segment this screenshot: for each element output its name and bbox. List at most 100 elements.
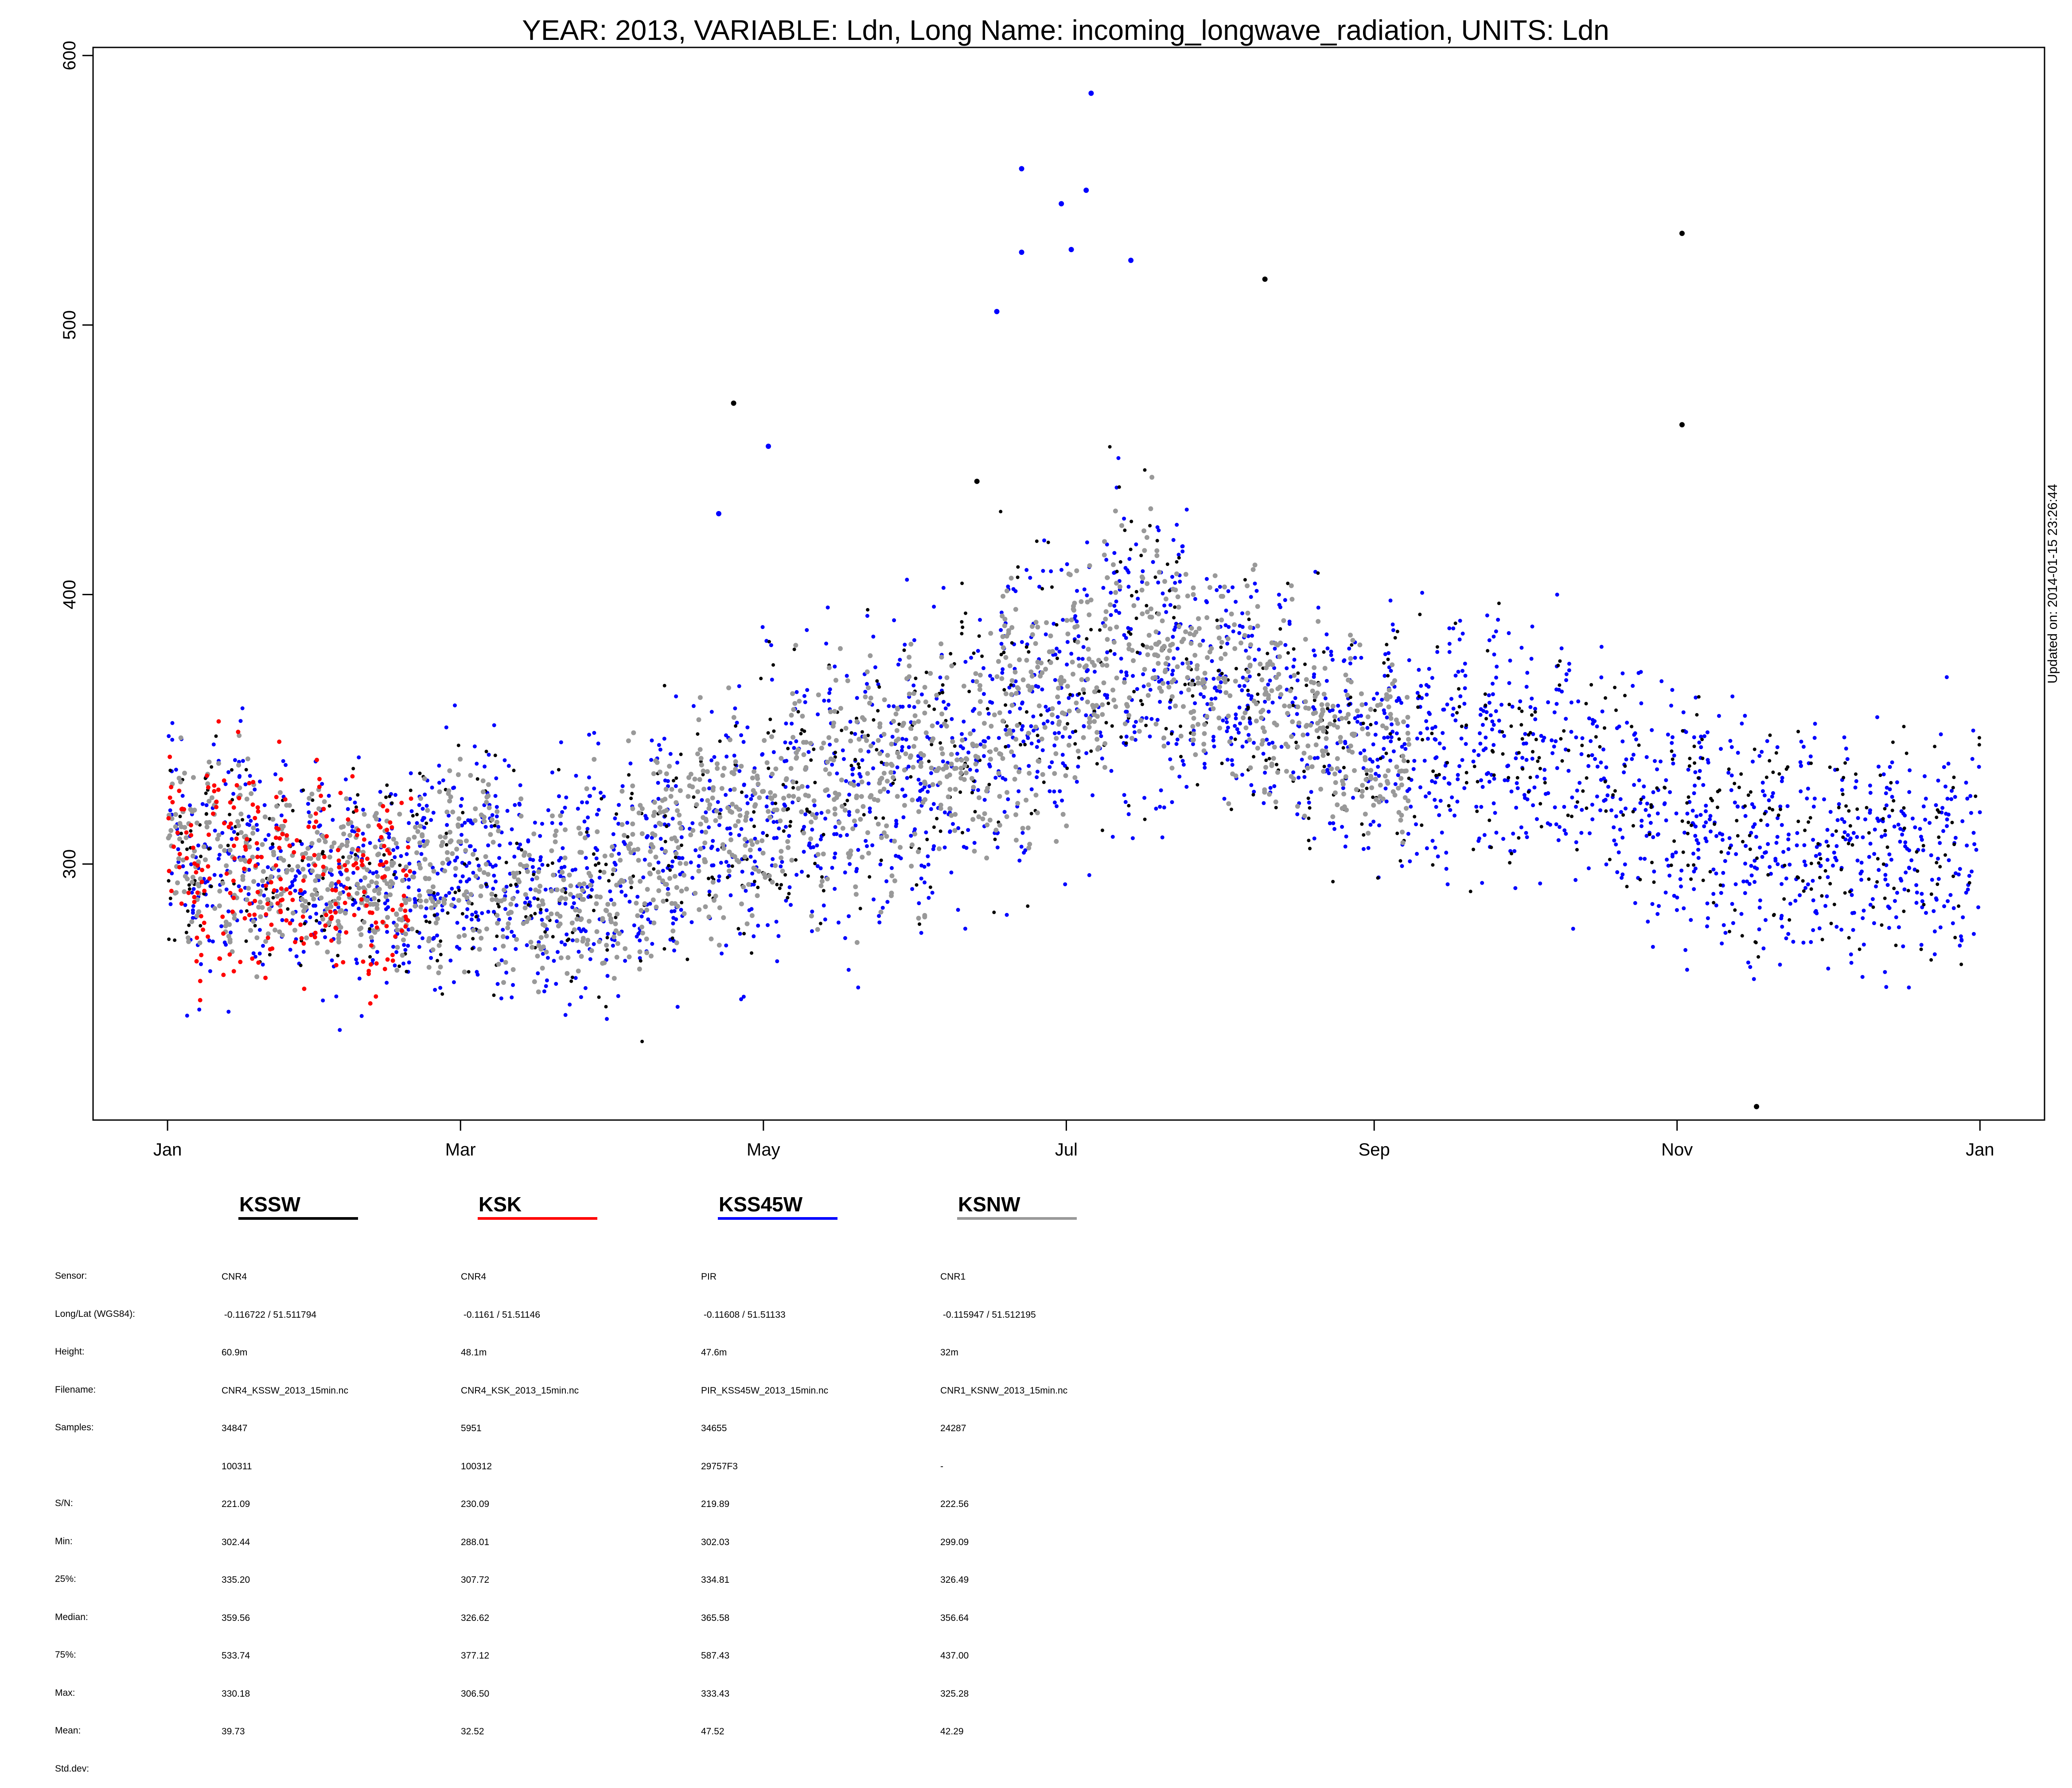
data-point [1796,820,1800,824]
data-point [982,811,987,816]
data-point [280,824,286,829]
data-point [1669,863,1673,867]
data-point [639,959,643,963]
data-point [1965,843,1969,848]
data-point [894,728,900,733]
data-point [599,791,603,795]
data-point [592,852,596,856]
data-point [1575,800,1579,804]
data-point [1141,684,1146,688]
data-point [403,948,408,952]
data-point [394,968,400,973]
data-point [1015,801,1020,806]
data-point [1889,781,1893,785]
data-point [874,816,878,820]
data-point [1919,943,1924,947]
data-point [1670,854,1675,859]
data-point [236,832,240,836]
data-point [761,831,765,835]
data-point [1002,623,1007,629]
data-point [216,832,222,838]
data-point [1820,937,1824,941]
data-point [684,886,689,892]
data-point [473,874,479,879]
data-point [1530,625,1535,629]
data-point [960,732,964,736]
data-point [1840,788,1844,792]
data-point [1371,697,1376,701]
data-point [336,933,341,938]
data-point [1341,786,1345,790]
data-point [1011,587,1016,591]
data-point [813,815,818,820]
data-point [1194,666,1200,671]
data-point [752,882,756,886]
data-point [1145,604,1149,608]
data-point [1306,796,1310,800]
data-point [518,862,523,867]
data-point [1904,871,1908,874]
data-point [905,578,909,582]
data-point [985,822,990,828]
data-point [628,876,633,881]
data-point [977,711,982,716]
data-point [1027,771,1032,776]
data-point [1576,699,1581,703]
data-point [1491,692,1495,696]
data-point [1801,941,1806,945]
data-point [497,917,501,922]
data-point [1160,835,1165,839]
data-point [861,804,866,809]
data-point [1893,899,1897,903]
data-point [939,746,944,751]
data-point [1590,753,1594,757]
data-point [671,921,675,925]
data-point [1531,803,1535,808]
data-point [1602,799,1606,803]
data-point [876,738,881,743]
data-point [170,721,175,725]
data-point [626,738,631,743]
data-point [794,858,798,862]
data-point [478,893,483,898]
data-point [649,953,654,959]
data-point [190,890,194,895]
data-point [1637,778,1641,782]
data-point [903,793,907,798]
data-point [1259,715,1264,721]
data-point [1841,835,1845,839]
data-point [1377,823,1381,828]
data-point [406,885,411,890]
data-point [557,768,561,772]
data-point [1295,678,1300,683]
data-point [1127,557,1132,561]
data-point [670,816,675,821]
data-point [996,659,1001,664]
data-point [853,823,858,828]
data-point [927,759,931,763]
data-point [889,890,894,896]
data-point [426,938,431,944]
data-point [1017,789,1021,793]
data-point [436,943,442,948]
data-point [1141,569,1145,574]
data-point [971,728,976,733]
data-point [654,905,659,910]
data-point [749,797,753,801]
data-point [774,801,778,805]
data-point [371,871,375,875]
data-point [1874,884,1878,889]
data-point [1603,780,1607,784]
data-point [1671,757,1675,761]
data-point [284,836,289,842]
data-point [1252,789,1256,794]
data-point [1139,574,1145,579]
data-point [1098,628,1102,632]
data-point [1283,643,1288,647]
data-point [869,743,873,749]
data-point [453,703,457,707]
data-point [816,692,821,698]
data-point [949,752,954,757]
data-point [877,685,881,689]
data-point [1015,723,1020,728]
